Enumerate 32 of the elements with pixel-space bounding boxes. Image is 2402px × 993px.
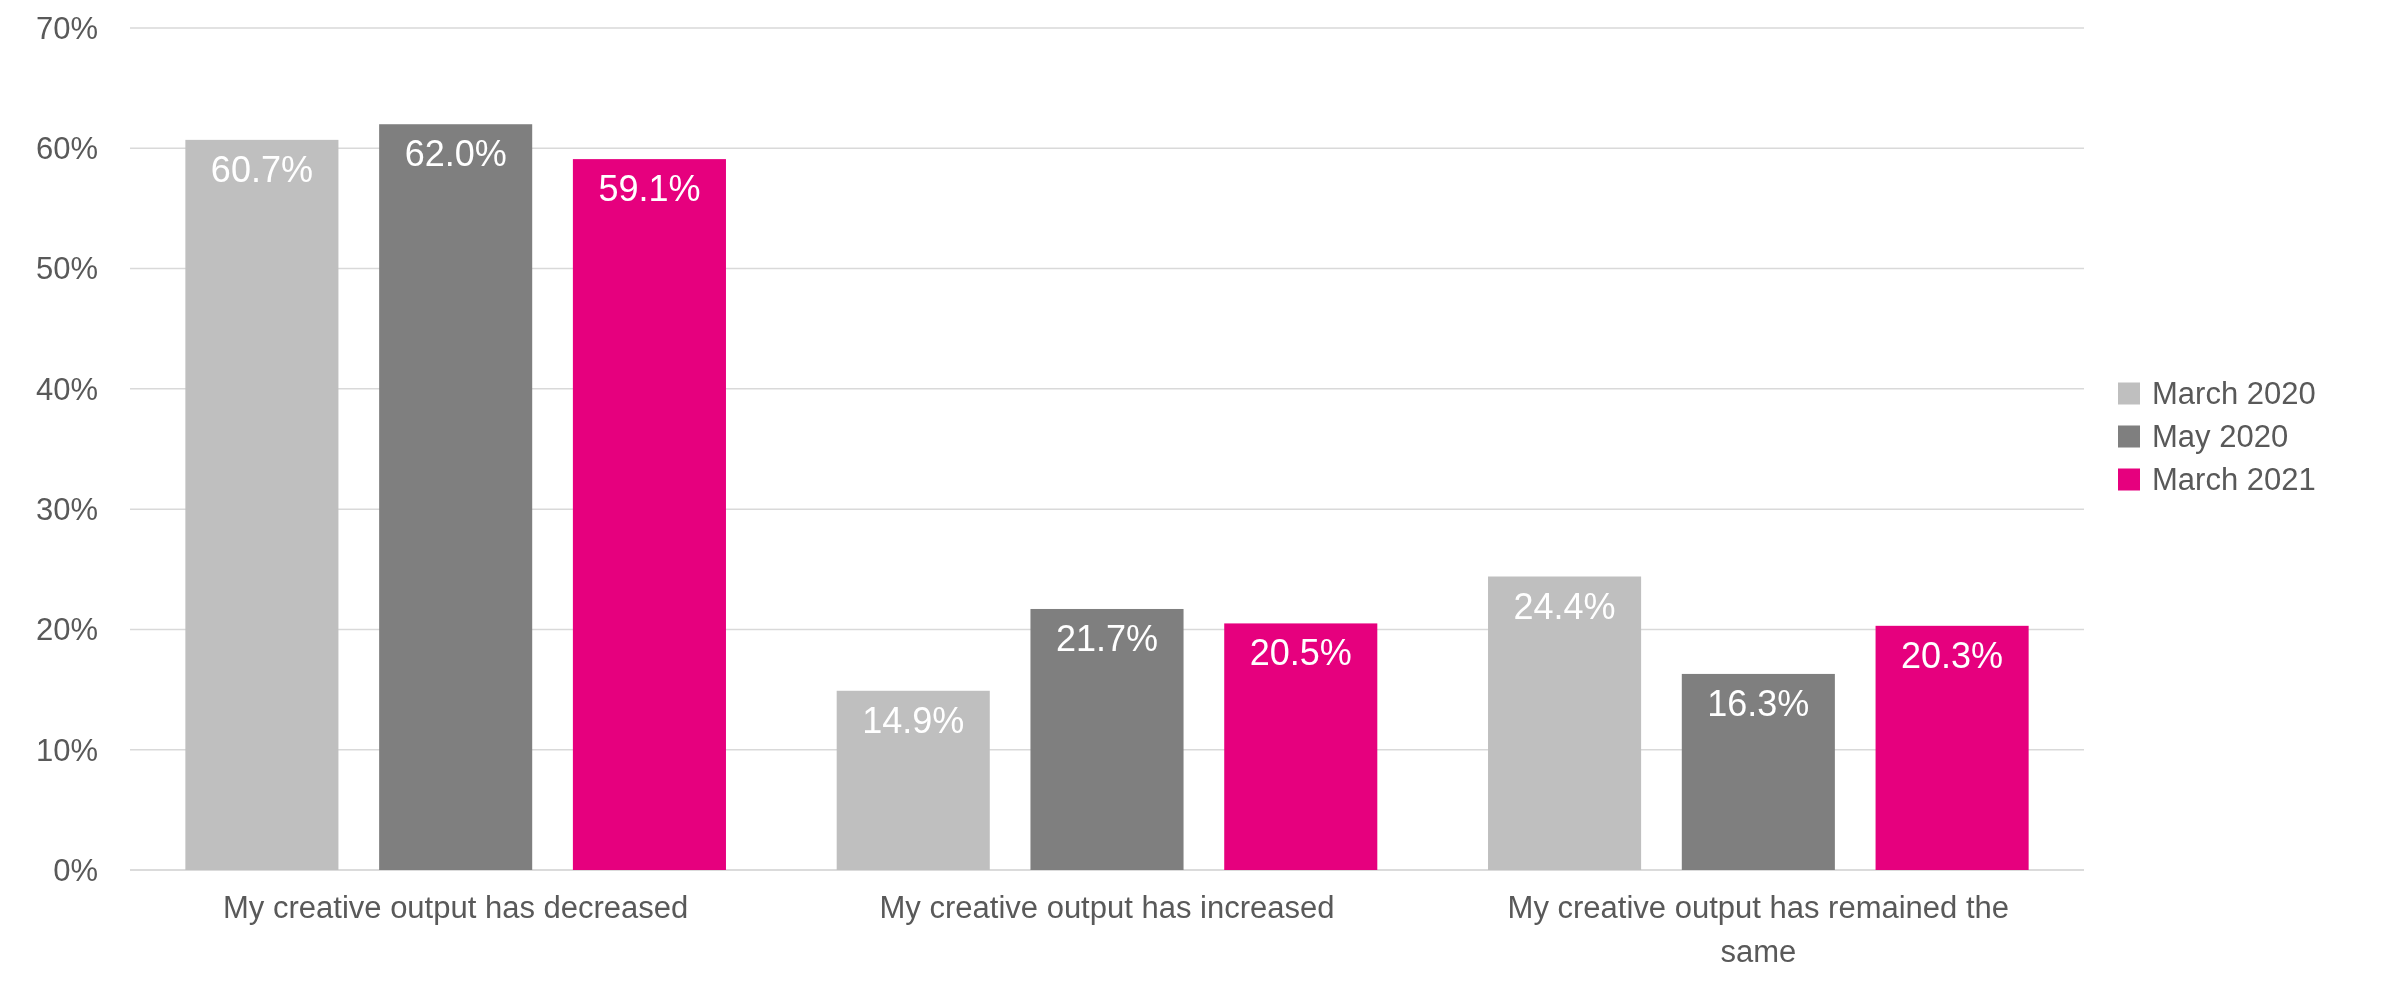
data-label: 14.9% bbox=[862, 699, 965, 741]
data-label: 62.0% bbox=[404, 133, 507, 175]
data-label: 16.3% bbox=[1707, 682, 1810, 724]
x-tick-label: My creative output has increased bbox=[879, 890, 1335, 925]
y-tick-label: 50% bbox=[35, 251, 98, 287]
bar bbox=[185, 139, 339, 870]
bar bbox=[1224, 623, 1378, 870]
data-label: 20.5% bbox=[1249, 632, 1352, 674]
bar bbox=[836, 690, 990, 870]
legend-label: March 2020 bbox=[2152, 376, 2316, 412]
y-tick-label: 20% bbox=[35, 612, 98, 648]
y-tick-label: 40% bbox=[35, 371, 98, 407]
bar bbox=[1875, 625, 2029, 870]
y-tick-label: 0% bbox=[53, 852, 98, 888]
legend-label: March 2021 bbox=[2152, 462, 2316, 498]
x-tick-label: My creative output has decreased bbox=[223, 890, 689, 925]
bar bbox=[379, 124, 533, 870]
bar bbox=[572, 159, 726, 870]
bar bbox=[1488, 576, 1642, 870]
legend-label: May 2020 bbox=[2152, 419, 2289, 455]
y-tick-label: 60% bbox=[35, 131, 98, 167]
data-label: 21.7% bbox=[1055, 617, 1159, 659]
bar bbox=[1681, 673, 1835, 870]
y-tick-label: 10% bbox=[35, 732, 98, 768]
data-label: 60.7% bbox=[210, 148, 313, 190]
data-label: 59.1% bbox=[598, 168, 701, 210]
bar bbox=[1030, 608, 1184, 870]
y-tick-label: 70% bbox=[35, 10, 98, 46]
data-label: 24.4% bbox=[1513, 585, 1616, 627]
data-label: 20.3% bbox=[1901, 634, 2004, 676]
y-tick-label: 30% bbox=[35, 491, 98, 527]
x-tick-label: My creative output has remained the same bbox=[1507, 890, 2010, 969]
